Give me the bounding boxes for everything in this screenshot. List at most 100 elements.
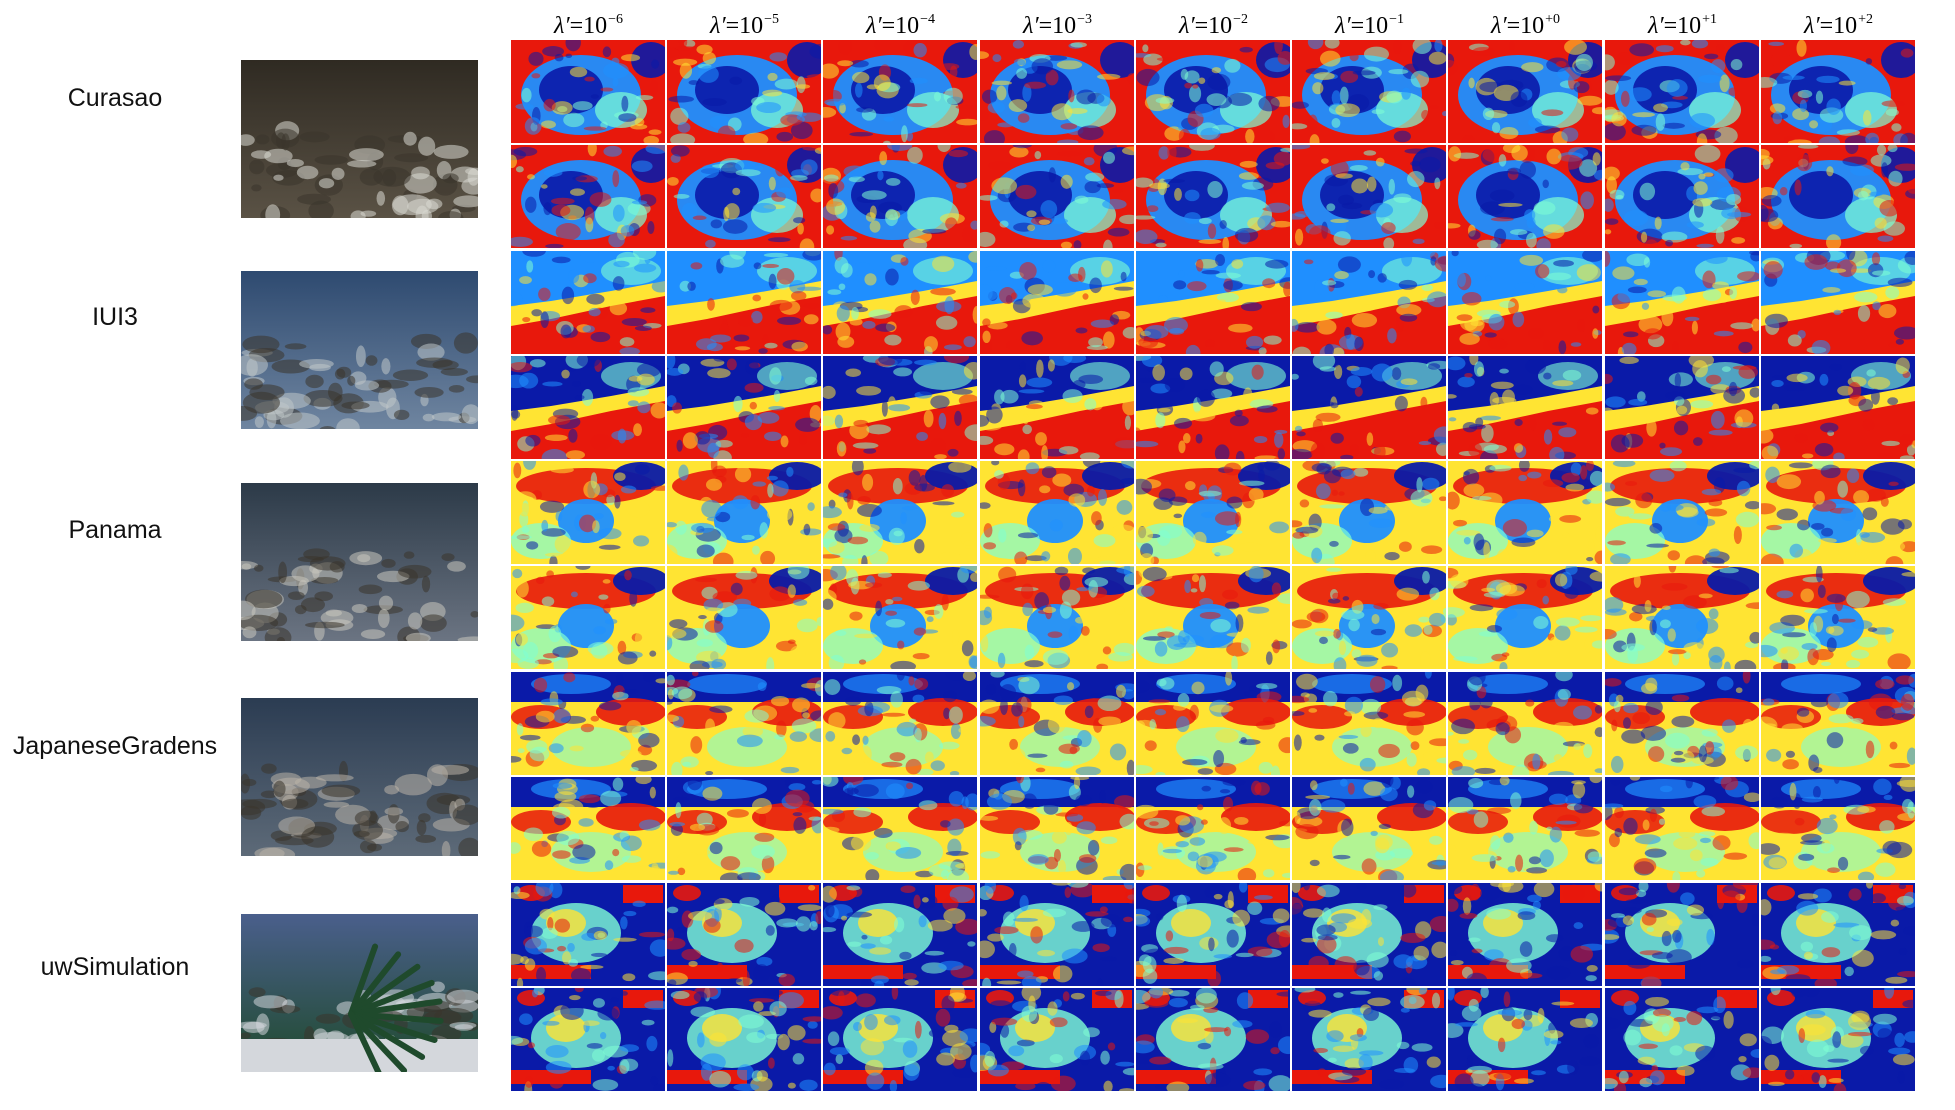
column-header-symbol: λ′ [553,13,570,39]
heatmap-tile [1605,251,1759,354]
heatmap-tile [1292,251,1446,354]
column-header-equals: = [881,13,896,39]
scene-photo [241,698,478,856]
heatmap-tile [1448,988,1602,1091]
column-header-exponent: +1 [1702,12,1718,27]
heatmap-tile [980,356,1134,459]
column-header-equals: = [725,13,740,39]
scene-photo [241,271,478,429]
heatmap-tile [511,251,665,354]
heatmap-tile [1136,461,1290,564]
column-header-base: 10 [1833,13,1858,39]
heatmap-tile [1292,145,1446,248]
heatmap-tile [511,566,665,669]
heatmap-tile [980,988,1134,1091]
column-header-exponent: −3 [1077,12,1093,27]
heatmap-tile [1761,356,1915,459]
heatmap-tile [667,777,821,880]
column-header-symbol: λ′ [709,13,726,39]
heatmap-tile [667,988,821,1091]
heatmap-tile [667,145,821,248]
column-header-base: 10 [1520,13,1545,39]
heatmap-tile [980,672,1134,775]
column-header-symbol: λ′ [1022,13,1039,39]
column-header-4: λ′=10−3 [980,2,1135,39]
heatmap-tile [1761,777,1915,880]
heatmap-tile [1136,777,1290,880]
scene-label: Curasao [67,84,163,112]
heatmap-tile [511,356,665,459]
heatmap-tile [1136,40,1290,143]
column-header-9: λ′=10+2 [1761,2,1916,39]
heatmap-tile [1605,777,1759,880]
column-header-2: λ′=10−5 [667,2,822,39]
scene-label: IUI3 [92,303,138,331]
column-header-6: λ′=10−1 [1292,2,1447,39]
heatmap-tile [980,883,1134,986]
column-header-symbol: λ′ [865,13,882,39]
heatmap-tile [823,356,977,459]
heatmap-tile [823,40,977,143]
heatmap-tile [1136,145,1290,248]
heatmap-tile [1761,461,1915,564]
heatmap-tile [1605,988,1759,1091]
heatmap-tile [667,356,821,459]
heatmap-tile [667,461,821,564]
heatmap-tile [1605,145,1759,248]
heatmap-tile [1761,883,1915,986]
heatmap-tile [1448,145,1602,248]
column-header-equals: = [1506,13,1521,39]
column-header-base: 10 [739,13,764,39]
heatmap-tile [667,883,821,986]
heatmap-tile [823,777,977,880]
heatmap-tile [1605,883,1759,986]
heatmap-tile [1761,145,1915,248]
heatmap-tile [980,40,1134,143]
heatmap-tile [980,566,1134,669]
column-header-symbol: λ′ [1803,13,1820,39]
heatmap-tile [1448,40,1602,143]
heatmap-tile [667,566,821,669]
column-header-7: λ′=10+0 [1448,2,1603,39]
heatmap-tile [1761,672,1915,775]
column-header-equals: = [569,13,584,39]
heatmap-tile [667,251,821,354]
heatmap-tile [823,672,977,775]
heatmap-tile [1761,40,1915,143]
heatmap-tile [823,145,977,248]
heatmap-tile [511,672,665,775]
column-header-equals: = [1194,13,1209,39]
heatmap-tile [1292,356,1446,459]
heatmap-tile [511,461,665,564]
heatmap-tile [1448,672,1602,775]
heatmap-tile [1605,672,1759,775]
column-header-base: 10 [895,13,920,39]
heatmap-tile [511,883,665,986]
heatmap-tile [823,883,977,986]
column-header-exponent: −6 [608,12,624,27]
heatmap-tile [1292,777,1446,880]
scene-label: JapaneseGradens [12,732,218,760]
heatmap-tile [1292,566,1446,669]
scene-label: uwSimulation [40,953,190,981]
heatmap-tile [1448,461,1602,564]
heatmap-tile [1605,356,1759,459]
heatmap-tile [1136,988,1290,1091]
heatmap-tile [667,40,821,143]
column-header-exponent: −2 [1233,12,1249,27]
column-header-symbol: λ′ [1334,13,1351,39]
heatmap-tile [1136,251,1290,354]
column-header-exponent: −1 [1389,12,1405,27]
heatmap-tile [1605,461,1759,564]
heatmap-tile [1448,356,1602,459]
heatmap-tile [1448,883,1602,986]
heatmap-tile [980,777,1134,880]
heatmap-tile [1136,883,1290,986]
heatmap-tile [823,566,977,669]
scene-label: Panama [68,516,162,544]
heatmap-tile [511,988,665,1091]
column-header-symbol: λ′ [1178,13,1195,39]
heatmap-tile [1292,461,1446,564]
heatmap-tile [1605,566,1759,669]
heatmap-tile [667,672,821,775]
